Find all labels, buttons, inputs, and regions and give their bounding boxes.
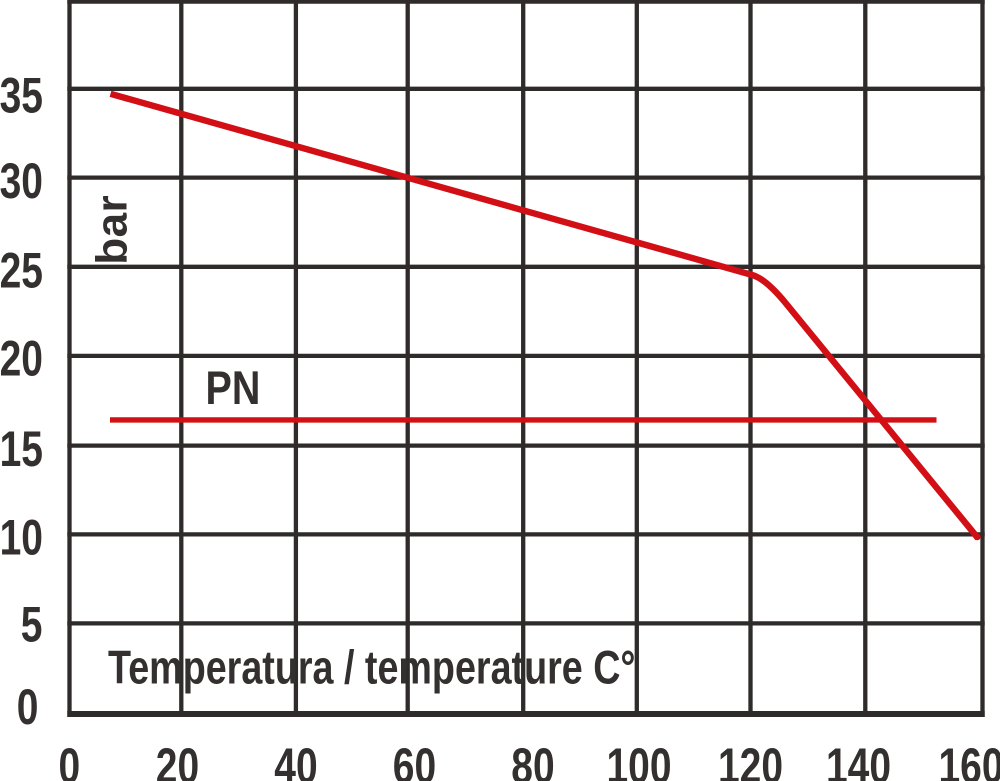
- svg-text:bar: bar: [87, 195, 136, 265]
- svg-text:60: 60: [393, 737, 436, 781]
- svg-text:30: 30: [0, 152, 43, 209]
- svg-text:140: 140: [826, 737, 891, 781]
- svg-text:20: 20: [156, 737, 199, 781]
- svg-text:35: 35: [0, 67, 43, 124]
- svg-text:PN: PN: [206, 363, 261, 415]
- svg-text:20: 20: [0, 330, 43, 387]
- svg-text:120: 120: [718, 737, 783, 781]
- svg-text:40: 40: [274, 737, 317, 781]
- svg-text:Temperatura / temperature C°: Temperatura / temperature C°: [108, 642, 635, 695]
- svg-text:100: 100: [606, 737, 671, 781]
- svg-text:10: 10: [0, 509, 43, 566]
- svg-text:160: 160: [938, 737, 1000, 781]
- svg-text:0: 0: [58, 737, 80, 781]
- svg-text:5: 5: [21, 596, 43, 653]
- svg-text:25: 25: [0, 242, 43, 299]
- svg-text:80: 80: [511, 737, 554, 781]
- svg-text:15: 15: [0, 420, 43, 477]
- svg-text:0: 0: [17, 678, 39, 735]
